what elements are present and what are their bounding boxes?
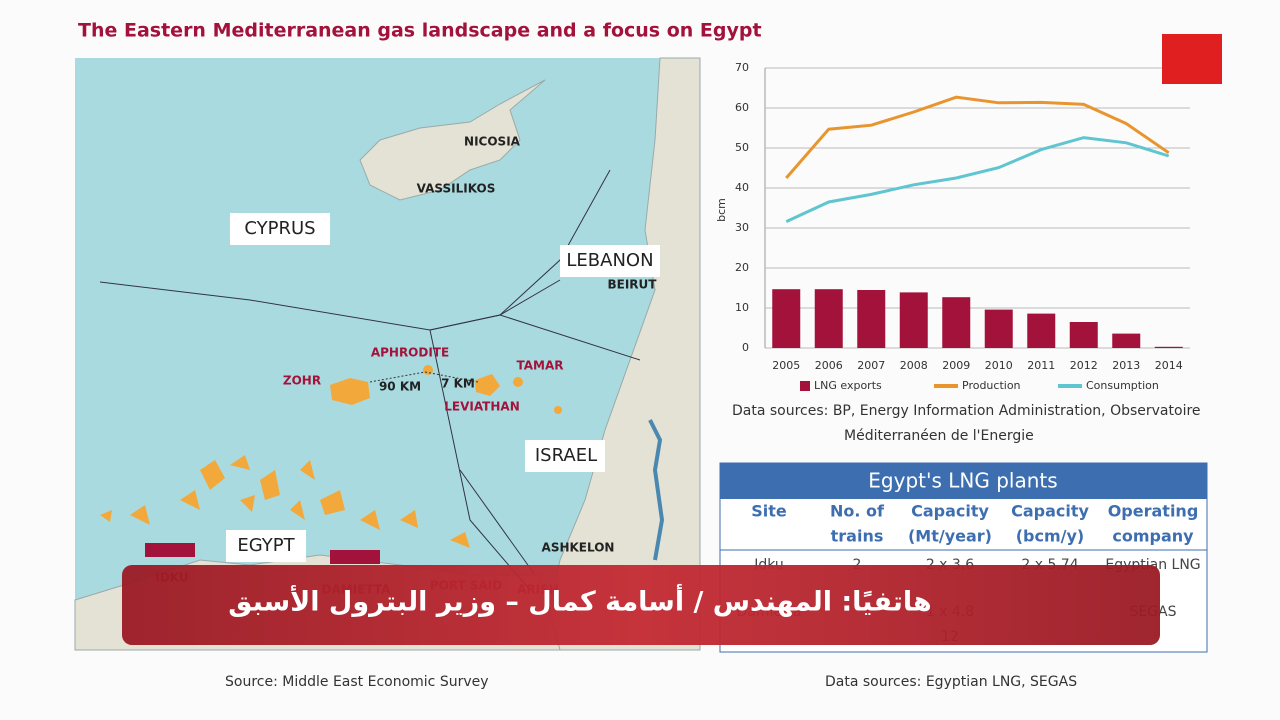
- map-label: VASSILIKOS: [417, 182, 496, 196]
- map: CYPRUS NICOSIA VASSILIKOS LEBANON BEIRUT APHR…: [74, 57, 701, 651]
- label-box: [525, 440, 605, 472]
- x-tick-label: 2006: [815, 359, 843, 372]
- y-tick-label: 50: [735, 141, 749, 154]
- bar: [899, 292, 928, 348]
- x-tick-label: 2008: [900, 359, 928, 372]
- field: [554, 406, 562, 414]
- column-header: Site: [751, 502, 787, 521]
- x-tick-label: 2007: [857, 359, 885, 372]
- map-label: 7 KM: [441, 377, 475, 391]
- label-box: [560, 245, 660, 277]
- chart-source: Data sources: BP, Energy Information Adm…: [732, 403, 1201, 419]
- aphrodite-field: [423, 365, 433, 375]
- map-label: APHRODITE: [371, 346, 449, 360]
- leviathan-field: [475, 374, 500, 396]
- bar: [1027, 313, 1056, 348]
- map-label: LEBANON: [566, 250, 653, 271]
- gas-fields: [100, 365, 562, 548]
- line: [785, 136, 1170, 223]
- x-tick-label: 2012: [1070, 359, 1098, 372]
- title: The Eastern Mediterranean gas landscape …: [78, 20, 762, 42]
- map-label: ISRAEL: [535, 445, 597, 466]
- bar: [984, 309, 1013, 348]
- map-label: BEIRUT: [608, 278, 658, 292]
- x-tick-label: 2009: [942, 359, 970, 372]
- bar: [1069, 322, 1098, 348]
- river: [648, 419, 665, 561]
- logo: [1162, 34, 1222, 84]
- y-tick-label: 40: [735, 181, 749, 194]
- map-label: EGYPT: [237, 535, 295, 556]
- ship: [145, 543, 195, 557]
- y-tick-label: 70: [735, 61, 749, 74]
- y-tick-label: 10: [735, 301, 749, 314]
- boundary: [459, 469, 536, 576]
- map-label: ASHKELON: [542, 541, 615, 555]
- column-header: trains: [831, 527, 884, 546]
- y-tick-label: 30: [735, 221, 749, 234]
- bar: [1154, 346, 1183, 348]
- egypt-fields: [100, 455, 470, 548]
- tamar-field: [513, 377, 523, 387]
- map-label: CYPRUS: [244, 218, 315, 239]
- bar: [1112, 333, 1141, 348]
- column-header: company: [1112, 527, 1194, 546]
- map-label: LEVIATHAN: [444, 400, 520, 414]
- x-tick-label: 2005: [772, 359, 800, 372]
- bar: [814, 289, 843, 348]
- ship: [330, 550, 380, 564]
- column-header: Capacity: [1011, 502, 1089, 521]
- caption: هاتفيًا: المهندس / أسامة كمال – وزير الب…: [228, 584, 932, 618]
- bar: [772, 289, 801, 348]
- caption-bar: [122, 565, 1160, 645]
- y-tick-label: 0: [742, 341, 749, 354]
- map-label: ZOHR: [283, 374, 321, 388]
- column-header: Capacity: [911, 502, 989, 521]
- table-title: Egypt's LNG plants: [868, 469, 1057, 493]
- table-source: Data sources: Egyptian LNG, SEGAS: [825, 674, 1077, 690]
- column-header: (bcm/y): [1016, 527, 1085, 546]
- zohr-field: [330, 378, 370, 405]
- column-header: No. of: [830, 502, 885, 521]
- table-header: [720, 463, 1207, 499]
- legend-label: Consumption: [1086, 379, 1159, 392]
- map-source: Source: Middle East Economic Survey: [225, 674, 489, 690]
- column-header: (Mt/year): [908, 527, 992, 546]
- legend-label: LNG exports: [814, 379, 882, 392]
- x-tick-label: 2010: [985, 359, 1013, 372]
- x-tick-label: 2011: [1027, 359, 1055, 372]
- map-label: 90 KM: [379, 380, 421, 394]
- side-strip: [1210, 0, 1280, 720]
- line: [785, 95, 1170, 179]
- column-header: Operating: [1108, 502, 1199, 521]
- map-label: TAMAR: [516, 359, 563, 373]
- legend-label: Production: [962, 379, 1021, 392]
- label-box: [230, 213, 330, 245]
- chart-source: Méditerranéen de l'Energie: [844, 428, 1034, 444]
- x-tick-label: 2013: [1112, 359, 1140, 372]
- y-tick-label: 20: [735, 261, 749, 274]
- chart: 0 10 20 30 40 50 60 70 bcm 2005 2006 2007 2008 2009 20…: [715, 61, 1190, 392]
- bar: [857, 290, 886, 348]
- boundary: [499, 314, 641, 361]
- label-box: [226, 530, 306, 562]
- cyprus-land: [359, 79, 546, 201]
- map-label: NICOSIA: [464, 135, 521, 149]
- x-tick-label: 2014: [1155, 359, 1183, 372]
- legend-swatch: [800, 381, 810, 391]
- y-axis-label: bcm: [715, 198, 728, 222]
- y-tick-label: 60: [735, 101, 749, 114]
- bar: [942, 297, 971, 348]
